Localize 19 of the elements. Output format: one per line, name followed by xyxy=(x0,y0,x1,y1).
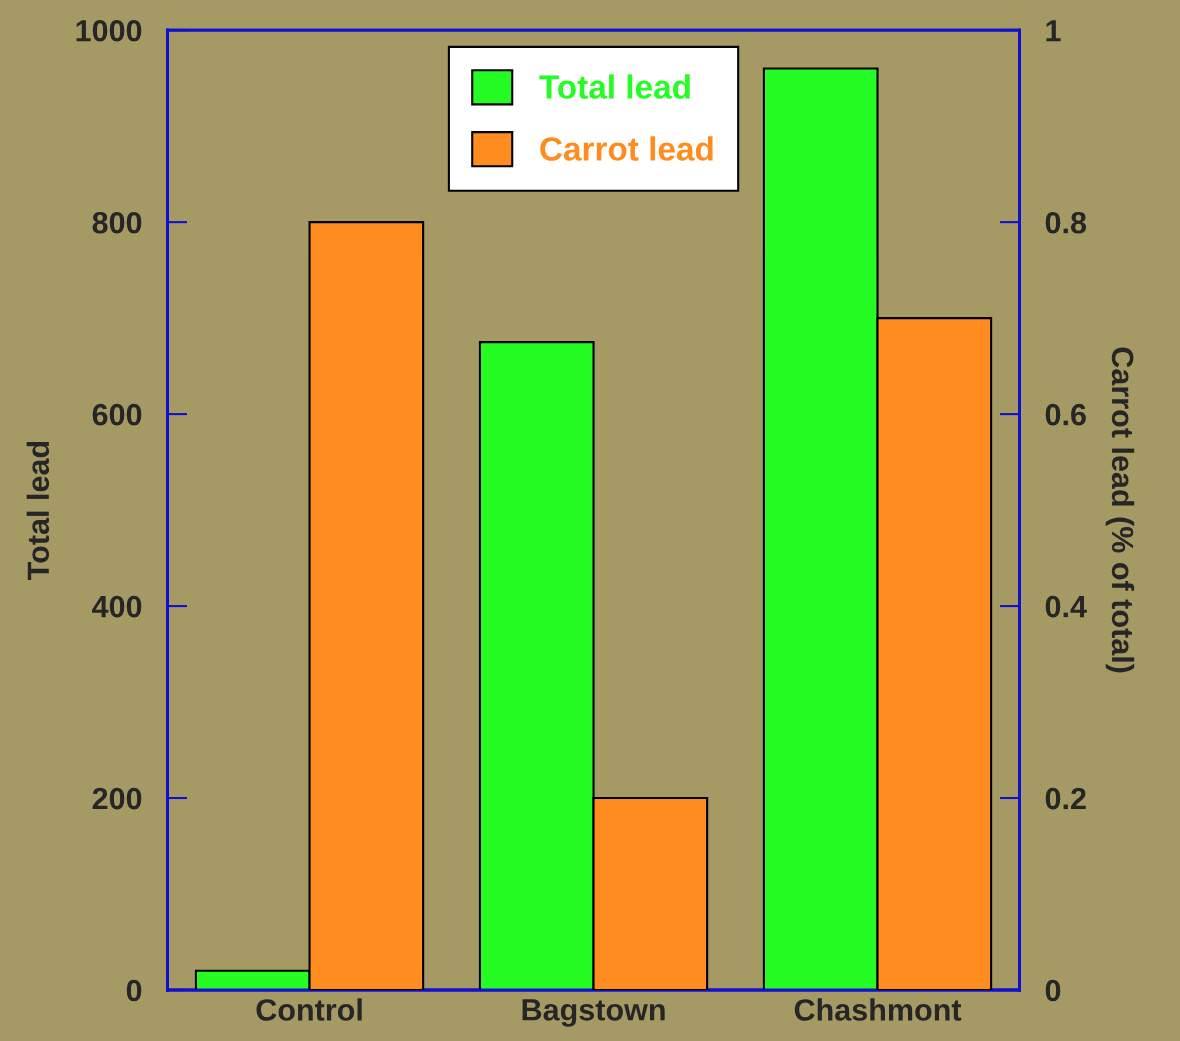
y2-axis-title: Carrot lead (% of total) xyxy=(1105,347,1135,673)
x-tick-label: Control xyxy=(256,998,362,1021)
y-tick-label: 0 xyxy=(126,979,142,1002)
y2-tick-label: 0 xyxy=(1045,979,1061,1002)
y-tick-label: 400 xyxy=(92,595,142,618)
y2-tick-label: 0.2 xyxy=(1045,787,1086,810)
legend-label: Carrot lead xyxy=(540,136,713,161)
y-axis-title: Total lead xyxy=(26,441,50,580)
legend-label: Total lead xyxy=(539,74,690,99)
x-tick-label: Chashmont xyxy=(794,998,962,1021)
y-tick-label: 600 xyxy=(92,403,142,426)
y-tick-label: 800 xyxy=(92,211,142,234)
y-tick-label: 1000 xyxy=(76,19,142,42)
y2-tick-label: 0.6 xyxy=(1045,403,1086,426)
y2-tick-label: 0.4 xyxy=(1045,595,1087,618)
y-tick-label: 200 xyxy=(92,787,142,810)
x-tick-label: Bagstown xyxy=(522,999,665,1027)
y2-tick-label: 0.8 xyxy=(1045,211,1087,234)
y2-tick-label: 1 xyxy=(1046,20,1061,42)
